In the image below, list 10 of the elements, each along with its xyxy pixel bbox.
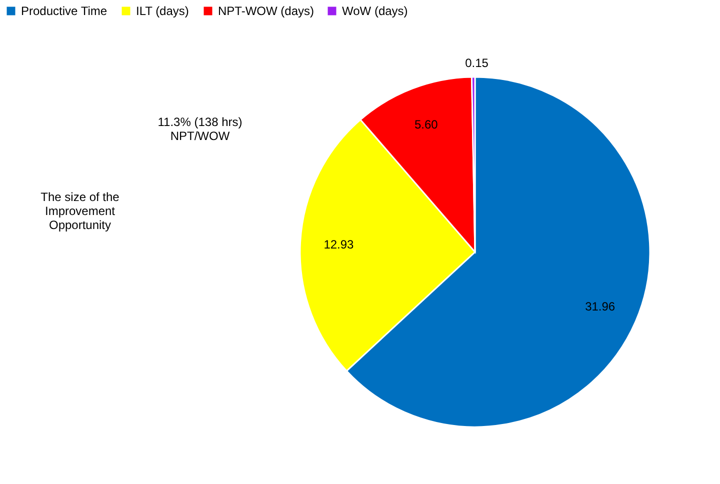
legend-label: ILT (days): [136, 4, 189, 18]
legend-label: Productive Time: [21, 4, 108, 18]
text: The size of the Improvement Opportunity: [40, 190, 120, 232]
data-label: 31.96: [585, 300, 616, 314]
legend-label: WoW (days): [342, 4, 408, 18]
text: 11.3% (138 hrs) NPT/WOW: [158, 115, 242, 143]
data-label: 0.15: [465, 56, 489, 70]
legend-label: NPT-WOW (days): [218, 4, 314, 18]
data-label: 5.60: [414, 118, 438, 132]
data-label: 12.93: [324, 237, 354, 252]
